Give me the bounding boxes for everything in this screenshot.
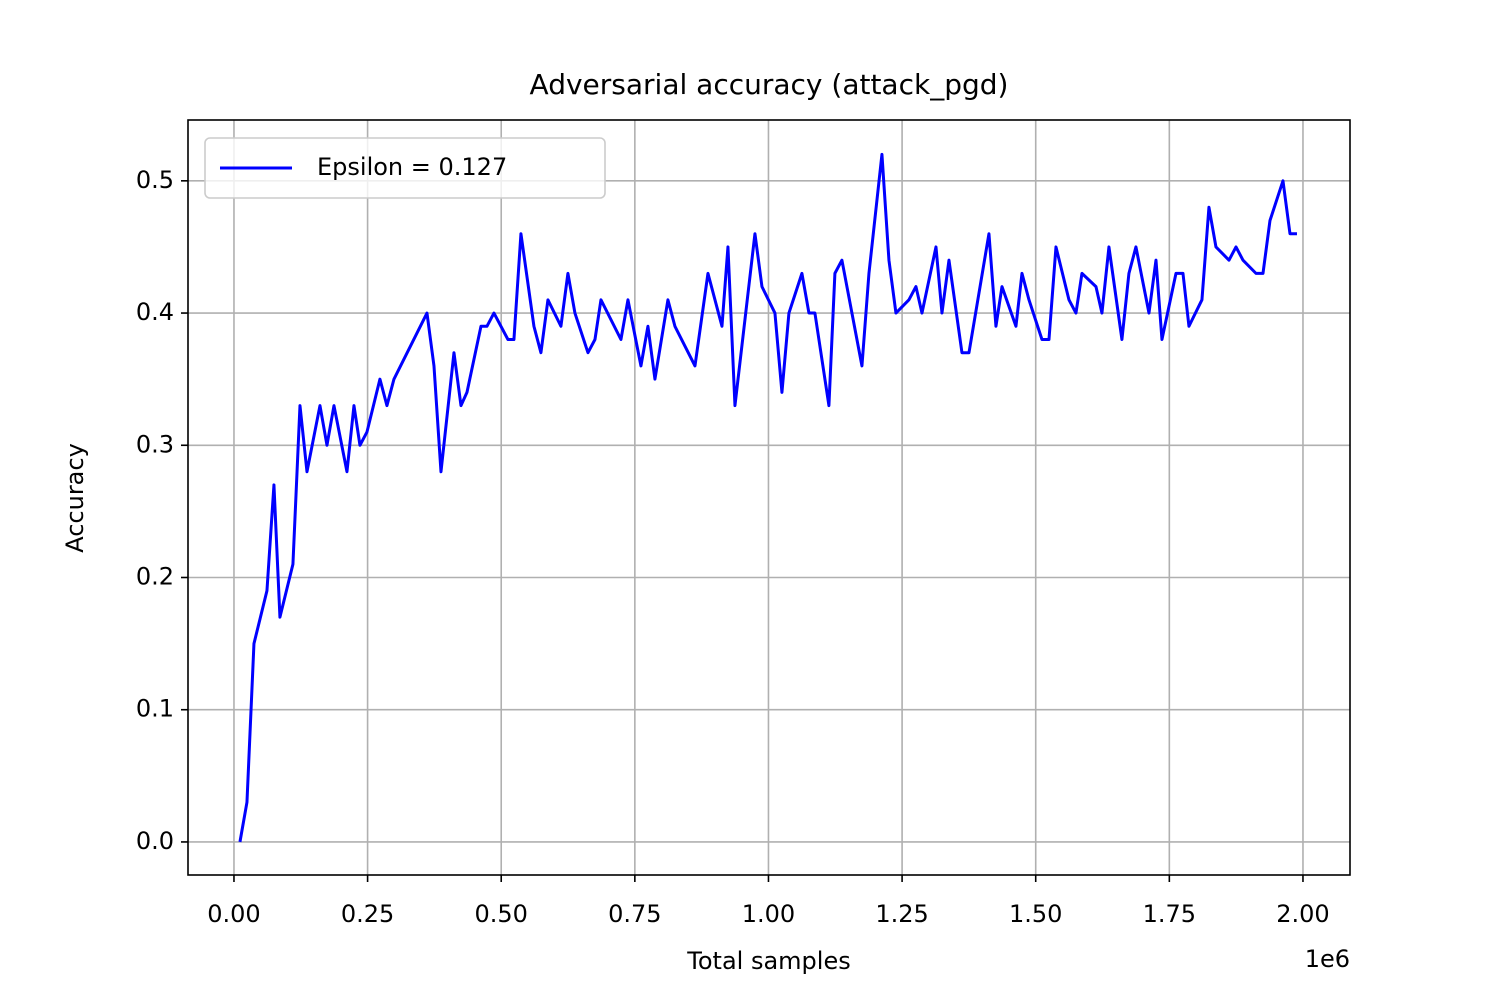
- y-tick-label: 0.2: [136, 562, 174, 590]
- chart-title: Adversarial accuracy (attack_pgd): [530, 68, 1009, 101]
- x-axis-label: Total samples: [686, 947, 850, 975]
- legend: Epsilon = 0.127: [204, 137, 606, 199]
- x-tick-label: 1.00: [742, 900, 795, 928]
- y-tick-label: 0.0: [136, 827, 174, 855]
- data-line: [238, 152, 1297, 843]
- legend-box: [204, 137, 606, 199]
- x-tick-label: 0.00: [207, 900, 260, 928]
- y-axis-label: Accuracy: [61, 443, 89, 553]
- y-tick-label: 0.4: [136, 298, 174, 326]
- y-tick-label: 0.5: [136, 166, 174, 194]
- plot-frame: [187, 119, 1351, 876]
- x-tick-label: 2.00: [1276, 900, 1329, 928]
- x-tick-label: 1.75: [1143, 900, 1196, 928]
- x-tick-label: 0.75: [608, 900, 661, 928]
- x-tick-label: 0.25: [341, 900, 394, 928]
- x-tick-label: 0.50: [474, 900, 527, 928]
- y-tick-label: 0.3: [136, 430, 174, 458]
- legend-label: Epsilon = 0.127: [317, 153, 507, 181]
- y-tick-label: 0.1: [136, 695, 174, 723]
- x-offset-label: 1e6: [1305, 945, 1350, 973]
- x-tick-label: 1.50: [1009, 900, 1062, 928]
- x-tick-label: 1.25: [875, 900, 928, 928]
- grid: [188, 120, 1350, 875]
